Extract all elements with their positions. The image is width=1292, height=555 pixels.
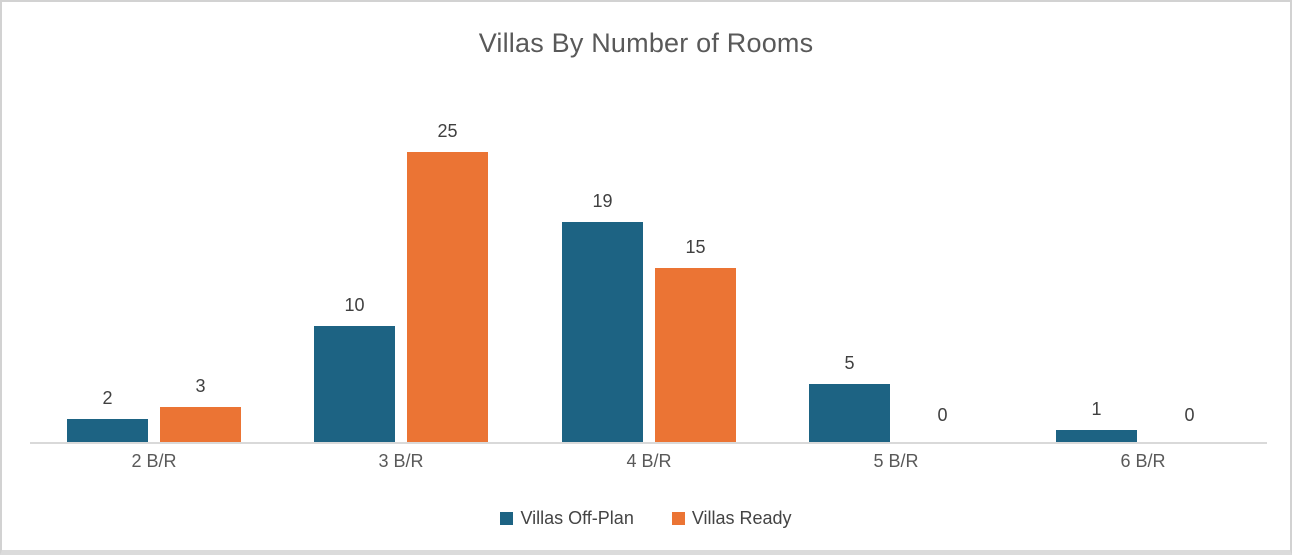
- legend-label: Villas Off-Plan: [520, 508, 634, 528]
- x-axis-label-4-b-r: 4 B/R: [626, 451, 672, 471]
- x-axis-line: [30, 442, 1267, 444]
- data-label-villas-ready-6-b-r: 0: [1184, 405, 1195, 425]
- bar-villas-ready-4-b-r: [655, 268, 736, 442]
- legend-item-villas-off-plan: Villas Off-Plan: [500, 508, 634, 529]
- data-label-villas-ready-2-b-r: 3: [195, 376, 206, 396]
- data-label-villas-off-plan-2-b-r: 2: [102, 388, 113, 408]
- data-label-villas-off-plan-5-b-r: 5: [844, 353, 855, 373]
- data-label-villas-ready-3-b-r: 25: [437, 121, 458, 141]
- x-axis-label-2-b-r: 2 B/R: [131, 451, 177, 471]
- bar-villas-ready-2-b-r: [160, 407, 241, 442]
- x-axis-label-5-b-r: 5 B/R: [873, 451, 919, 471]
- bar-villas-off-plan-4-b-r: [562, 222, 643, 442]
- data-label-villas-ready-4-b-r: 15: [685, 237, 706, 257]
- legend-swatch-icon: [671, 512, 685, 525]
- legend-item-villas-ready: Villas Ready: [671, 508, 792, 529]
- legend: Villas Off-Plan Villas Ready: [2, 508, 1290, 529]
- data-label-villas-off-plan-6-b-r: 1: [1091, 399, 1102, 419]
- bar-villas-off-plan-6-b-r: [1056, 430, 1137, 442]
- bar-villas-ready-3-b-r: [407, 152, 488, 442]
- bar-villas-off-plan-5-b-r: [809, 384, 890, 442]
- x-axis-label-6-b-r: 6 B/R: [1120, 451, 1166, 471]
- bar-villas-off-plan-3-b-r: [314, 326, 395, 442]
- data-label-villas-off-plan-3-b-r: 10: [344, 295, 365, 315]
- legend-swatch-icon: [500, 512, 514, 525]
- data-label-villas-off-plan-4-b-r: 19: [592, 191, 613, 211]
- legend-label: Villas Ready: [691, 508, 792, 528]
- bar-villas-off-plan-2-b-r: [67, 419, 148, 442]
- chart-title: Villas By Number of Rooms: [478, 28, 814, 58]
- x-axis-label-3-b-r: 3 B/R: [378, 451, 424, 471]
- data-label-villas-ready-5-b-r: 0: [937, 405, 948, 425]
